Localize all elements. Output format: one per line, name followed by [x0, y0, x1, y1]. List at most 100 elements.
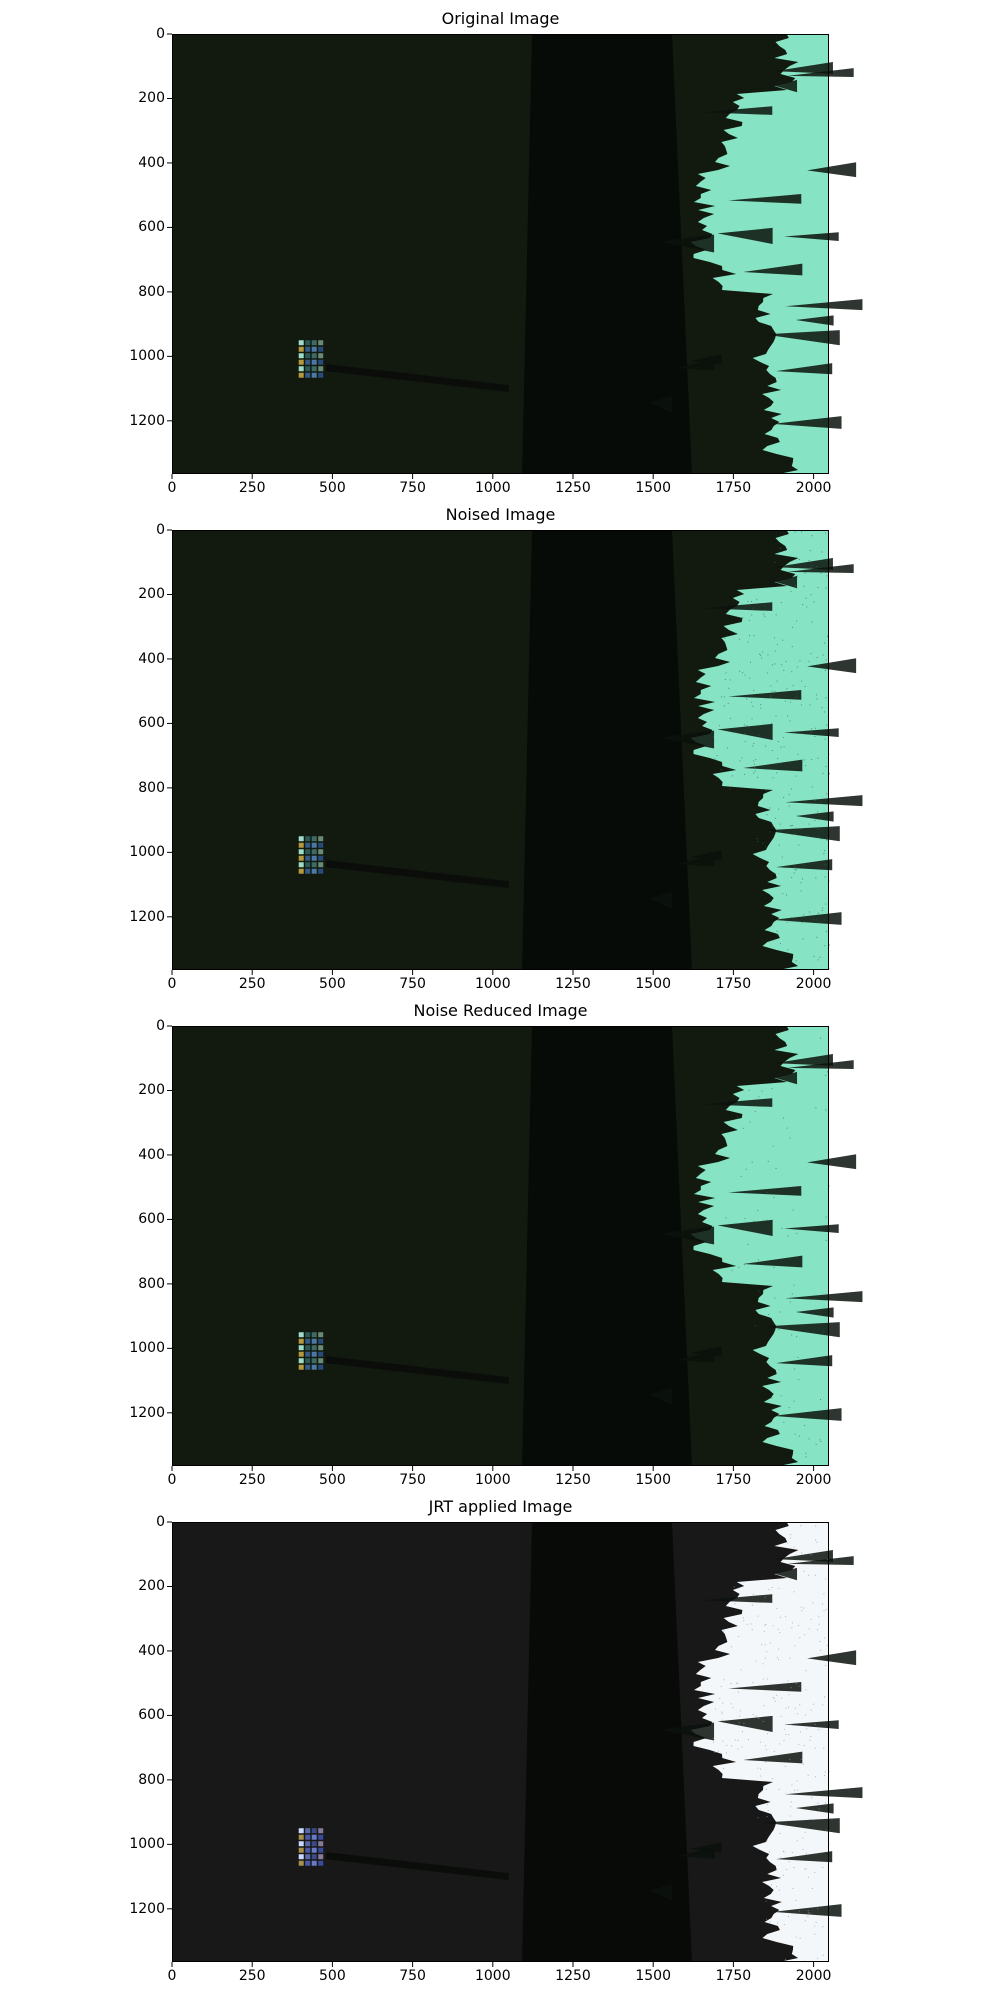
- noise-speck: [771, 1397, 773, 1399]
- noise-speck: [822, 1926, 824, 1928]
- noise-speck: [804, 1634, 806, 1636]
- color-checker-patch: [298, 1338, 304, 1344]
- noise-speck: [780, 1857, 782, 1859]
- noise-speck: [807, 1876, 809, 1878]
- color-checker-patch: [311, 340, 317, 346]
- noise-speck: [766, 1651, 768, 1653]
- noise-speck: [767, 1160, 769, 1162]
- noise-speck: [801, 704, 803, 706]
- noise-speck: [799, 1704, 801, 1706]
- color-checker-patch: [298, 836, 304, 842]
- noise-speck: [800, 890, 802, 892]
- x-tick-label: 250: [238, 976, 266, 992]
- noise-speck: [738, 1267, 740, 1269]
- noise-speck: [797, 1789, 799, 1791]
- tree-branch: [659, 730, 715, 749]
- noise-speck: [824, 864, 826, 866]
- noise-speck: [747, 600, 749, 602]
- noise-speck: [825, 1608, 827, 1610]
- noise-speck: [817, 757, 819, 759]
- noise-speck: [805, 1456, 807, 1458]
- x-tick-label: 1750: [715, 480, 752, 496]
- noise-speck: [743, 1620, 745, 1622]
- color-checker-patch: [318, 346, 324, 352]
- color-checker-patch: [311, 1358, 317, 1364]
- color-checker-patch: [305, 1345, 311, 1351]
- noise-speck: [777, 741, 779, 743]
- noise-speck: [825, 766, 827, 768]
- noise-speck: [783, 746, 785, 748]
- x-tick-label: 2000: [795, 1472, 832, 1488]
- noise-speck: [714, 758, 716, 760]
- noise-speck: [774, 561, 776, 563]
- noise-speck: [759, 653, 761, 655]
- noise-speck: [823, 711, 825, 713]
- tree-branch: [702, 602, 773, 611]
- noise-speck: [801, 878, 803, 880]
- noise-speck: [800, 1606, 802, 1608]
- shadow-area: [522, 1026, 692, 1466]
- tree-branch: [787, 564, 854, 573]
- noise-speck: [791, 876, 793, 878]
- noise-speck: [806, 1728, 808, 1730]
- noise-speck: [721, 1719, 723, 1721]
- noise-speck: [750, 661, 752, 663]
- tree-branch: [728, 1681, 802, 1692]
- noise-speck: [760, 1768, 762, 1770]
- noise-speck: [731, 775, 733, 777]
- noise-speck: [800, 882, 802, 884]
- noise-speck: [804, 1831, 806, 1833]
- noise-speck: [777, 758, 779, 760]
- noise-speck: [814, 1747, 816, 1749]
- noise-speck: [766, 1191, 768, 1193]
- x-tick-label: 0: [167, 480, 177, 496]
- tree-branch: [795, 1307, 834, 1318]
- panel-title: Original Image: [441, 9, 560, 28]
- noise-speck: [793, 1591, 795, 1593]
- noise-speck: [738, 638, 740, 640]
- noise-speck: [815, 1539, 817, 1541]
- noise-speck: [739, 760, 741, 762]
- noise-speck: [810, 1709, 812, 1711]
- noise-speck: [803, 914, 805, 916]
- noise-speck: [814, 1776, 816, 1778]
- noise-speck: [812, 1602, 814, 1604]
- noise-speck: [744, 732, 746, 734]
- noise-speck: [803, 1607, 805, 1609]
- noise-speck: [789, 825, 791, 827]
- noise-speck: [772, 1625, 774, 1627]
- noise-speck: [783, 736, 785, 738]
- x-tick-label: 1500: [635, 976, 672, 992]
- noise-speck: [782, 639, 784, 641]
- x-tick-label: 500: [319, 976, 346, 992]
- noise-speck: [790, 1537, 792, 1539]
- color-checker-patch: [318, 855, 324, 861]
- noise-speck: [824, 1771, 826, 1773]
- color-checker-patch: [298, 868, 304, 874]
- noise-speck: [747, 1739, 749, 1741]
- noise-speck: [712, 1737, 714, 1739]
- noise-speck: [758, 1096, 760, 1098]
- noise-speck: [824, 945, 826, 947]
- noise-speck: [825, 1664, 827, 1666]
- x-tick-label: 250: [238, 1968, 266, 1984]
- tree-branch: [659, 1722, 715, 1741]
- noise-speck: [828, 1185, 830, 1187]
- color-checker-patch: [305, 1364, 311, 1370]
- noise-speck: [721, 696, 723, 698]
- color-checker-patch: [318, 1854, 324, 1860]
- noise-speck: [785, 867, 787, 869]
- noise-speck: [769, 1851, 771, 1853]
- noise-speck: [824, 669, 826, 671]
- noise-speck: [730, 1683, 732, 1685]
- noise-speck: [819, 1641, 821, 1643]
- sky-area: [690, 530, 829, 970]
- color-checker-patch: [298, 359, 304, 365]
- noise-speck: [809, 1912, 811, 1914]
- noise-speck: [749, 1121, 751, 1123]
- noise-speck: [734, 1739, 736, 1741]
- noise-speck: [810, 594, 812, 596]
- noise-speck: [811, 1797, 813, 1799]
- noise-speck: [780, 762, 782, 764]
- noise-speck: [801, 732, 803, 734]
